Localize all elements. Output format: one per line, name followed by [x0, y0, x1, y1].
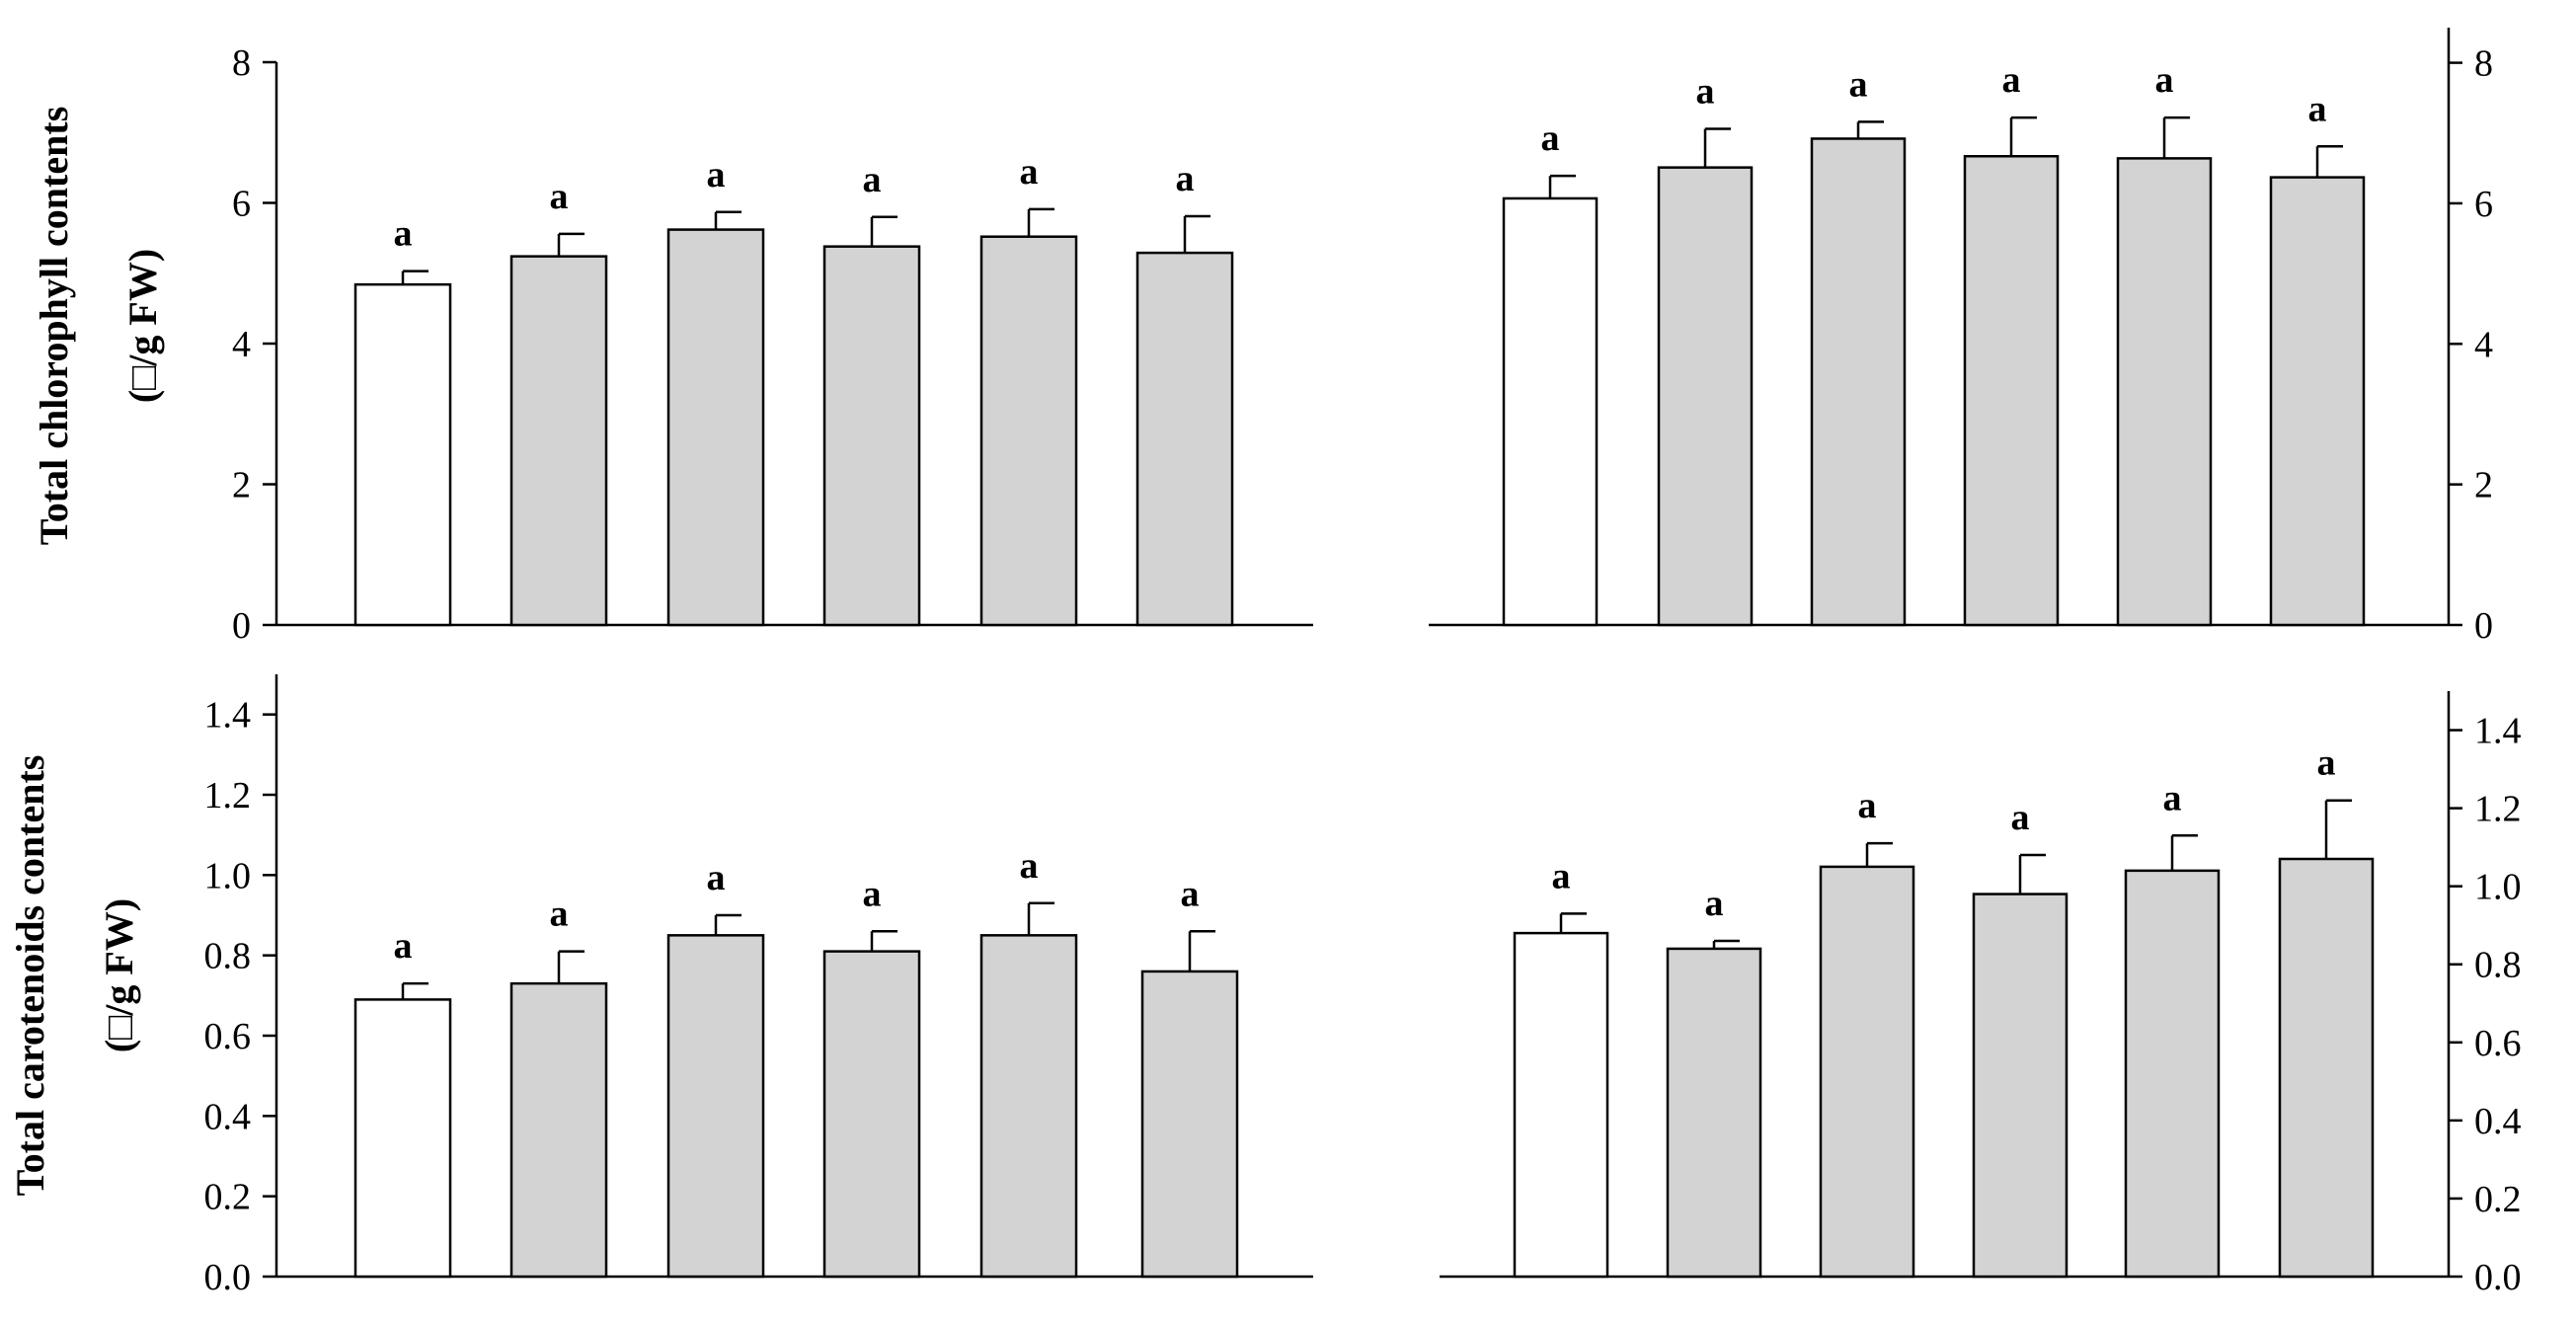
bar: [1666, 947, 1762, 1279]
significance-label: a: [1696, 70, 1715, 112]
bar: [2116, 157, 2213, 627]
y-tick-label: 8: [2474, 43, 2493, 85]
significance-label: a: [707, 857, 726, 898]
bar: [979, 235, 1078, 627]
significance-label: a: [863, 873, 882, 914]
bar: [2278, 857, 2375, 1279]
bar: [1963, 155, 2060, 627]
significance-label: a: [2163, 777, 2182, 818]
significance-label: a: [2155, 59, 2174, 101]
significance-label: a: [550, 894, 569, 935]
significance-label: a: [1858, 785, 1877, 826]
bar: [1135, 251, 1234, 627]
bar: [2124, 869, 2221, 1279]
significance-label: a: [394, 213, 413, 255]
bar: [1502, 196, 1599, 627]
bar: [822, 950, 921, 1279]
y-axis-label-chlorophyll-unit: (□/g FW): [120, 249, 165, 403]
bar: [979, 934, 1078, 1279]
y-axis-label-chlorophyll: Total chlorophyll contents: [32, 107, 76, 546]
bar: [1140, 970, 1239, 1279]
bar: [353, 282, 452, 627]
significance-label: a: [1705, 883, 1724, 924]
significance-label: a: [707, 154, 726, 195]
y-tick-label: 6: [232, 184, 251, 225]
y-tick-label: 6: [2474, 184, 2493, 225]
significance-label: a: [1552, 855, 1571, 896]
bar: [1513, 931, 1609, 1279]
bar: [822, 245, 921, 627]
y-tick-label: 0.4: [2474, 1101, 2522, 1142]
bar: [509, 255, 608, 627]
y-tick-label: 0.0: [2474, 1257, 2522, 1298]
y-tick-label: 0.0: [204, 1257, 252, 1298]
y-tick-label: 2: [232, 465, 251, 506]
significance-label: a: [1020, 151, 1039, 193]
y-tick-label: 0.6: [2474, 1023, 2522, 1064]
bar: [509, 981, 608, 1279]
y-tick-label: 1.4: [204, 695, 252, 737]
significance-label: a: [1176, 158, 1195, 199]
y-tick-label: 0.8: [204, 936, 252, 977]
y-tick-label: 1.0: [2474, 867, 2522, 908]
bar: [1972, 893, 2069, 1279]
bar: [666, 934, 765, 1279]
panel-bottom-left-carotenoids: 0.0 0.2 0.4 0.6 0.8 1.0 1.2 1.4 a a a a a a: [204, 674, 1313, 1298]
significance-label: a: [2308, 88, 2327, 129]
significance-label: a: [2317, 742, 2336, 784]
y-tick-label: 0: [2474, 605, 2493, 647]
y-tick-label: 1.2: [2474, 789, 2522, 830]
y-tick-label: 2: [2474, 465, 2493, 506]
significance-label: a: [863, 159, 882, 200]
panel-top-left-chlorophyll: 0 2 4 6 8 a a a a a a: [232, 42, 1313, 647]
y-tick-label: 0.4: [204, 1096, 252, 1137]
y-tick-label: 0.2: [2474, 1179, 2522, 1220]
significance-label: a: [2002, 59, 2021, 101]
y-tick-label: 1.2: [204, 775, 252, 817]
y-tick-label: 1.0: [204, 855, 252, 896]
y-tick-label: 0: [232, 605, 251, 647]
bar: [1657, 166, 1754, 627]
significance-label: a: [394, 925, 413, 967]
y-tick-label: 4: [2474, 324, 2493, 365]
significance-label: a: [1181, 873, 1200, 914]
significance-label: a: [1020, 845, 1039, 887]
y-tick-label: 8: [232, 42, 251, 84]
bar: [353, 998, 452, 1279]
significance-label: a: [1849, 63, 1868, 105]
panel-bottom-right-carotenoids: 0.0 0.2 0.4 0.6 0.8 1.0 1.2 1.4 a a a a a a: [1440, 691, 2522, 1298]
bar: [666, 228, 765, 627]
bar: [1810, 137, 1907, 627]
y-tick-label: 0.8: [2474, 945, 2522, 986]
y-axis-label-carotenoids-unit: (□/g FW): [97, 898, 141, 1052]
y-axis-label-carotenoids: Total carotenoids contents: [8, 755, 52, 1197]
significance-label: a: [2011, 797, 2030, 838]
y-tick-label: 1.4: [2474, 711, 2522, 752]
bar: [2269, 176, 2366, 627]
significance-label: a: [550, 176, 569, 217]
y-tick-label: 0.2: [204, 1177, 252, 1218]
significance-label: a: [1541, 117, 1560, 159]
y-tick-label: 0.6: [204, 1016, 252, 1057]
panel-top-right-chlorophyll: 0 2 4 6 8 a a a a a a: [1429, 28, 2493, 647]
y-tick-label: 4: [232, 324, 251, 365]
bar: [1819, 865, 1915, 1279]
